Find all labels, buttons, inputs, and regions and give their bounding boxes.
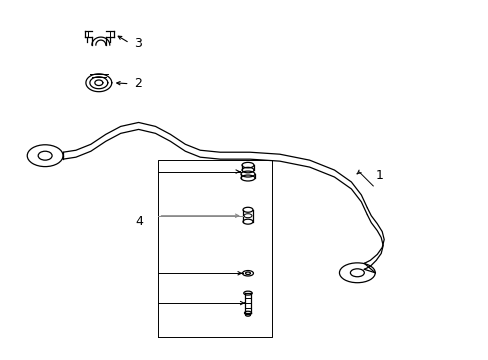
Text: 4: 4 [136, 215, 143, 228]
Text: 3: 3 [133, 37, 141, 50]
Text: 2: 2 [133, 77, 141, 90]
Text: 1: 1 [374, 169, 382, 182]
